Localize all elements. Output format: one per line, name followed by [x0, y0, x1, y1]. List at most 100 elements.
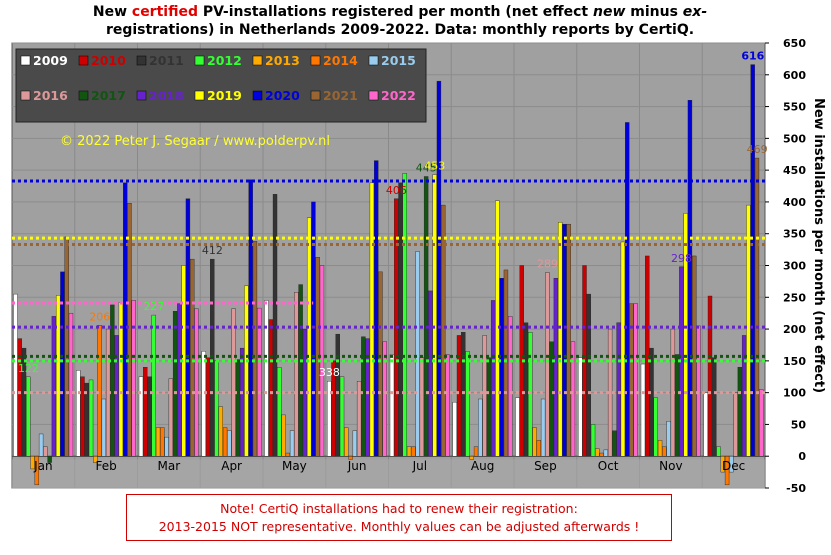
bar-2019-jul [432, 174, 437, 457]
bar-2017-dec [737, 367, 743, 457]
bar-2010-feb [80, 376, 85, 457]
bar-2013-aug [469, 456, 474, 460]
bar-2020-sep [562, 223, 567, 457]
bar-2011-dec [712, 357, 717, 457]
bar-2010-jan [17, 338, 22, 457]
x-tick-label-jan: Jan [33, 459, 53, 473]
bar-2014-jan [34, 456, 40, 486]
bar-2015-oct [603, 449, 609, 457]
y-tick-label: 250 [783, 291, 806, 304]
bar-2010-apr [205, 357, 211, 457]
bar-2010-aug [456, 335, 462, 457]
bar-2020-apr [248, 179, 253, 457]
bar-2019-may [306, 217, 312, 457]
bar-2018-jan [51, 316, 57, 457]
bar-2019-apr [244, 285, 249, 457]
bar-2013-may [281, 414, 286, 457]
bar-2015-nov [666, 421, 671, 457]
bar-2014-sep [536, 440, 542, 457]
bar-2022-jan [68, 312, 74, 457]
legend-swatch-2016 [20, 90, 31, 101]
data-label: 289 [537, 257, 558, 270]
bar-2012-apr [214, 360, 219, 457]
legend-swatch-2015 [368, 55, 379, 66]
y-tick-label: 50 [791, 418, 807, 431]
bar-2021-sep [566, 223, 571, 457]
bar-2011-feb [84, 382, 89, 457]
bar-2011-aug [461, 332, 466, 457]
bar-2020-jun [374, 160, 379, 457]
bar-2019-jun [369, 182, 375, 457]
bar-2022-mar [194, 308, 199, 457]
bar-2013-apr [218, 406, 223, 457]
bar-2011-nov [649, 347, 654, 457]
bar-2015-apr [227, 430, 232, 457]
bar-2014-may [285, 452, 291, 457]
y-tick-label: 400 [783, 196, 806, 209]
bar-2018-jun [365, 338, 370, 457]
bar-2016-jul [419, 357, 425, 457]
x-tick-label-apr: Apr [221, 459, 242, 473]
bar-2011-oct [586, 293, 591, 457]
bar-2015-jan [38, 433, 44, 457]
bar-2015-mar [164, 436, 169, 457]
bar-2018-aug [490, 300, 496, 457]
disclaimer-note: Note! CertiQ installations had to renew … [126, 494, 672, 541]
data-label: 122 [18, 362, 39, 375]
bar-2018-dec [741, 335, 747, 457]
bar-2018-sep [553, 278, 559, 457]
bar-2011-jul [398, 182, 403, 457]
bar-2019-jan [55, 295, 61, 457]
bar-2022-nov [696, 325, 701, 457]
bar-2016-jun [356, 381, 362, 457]
bar-2015-feb [101, 398, 107, 457]
legend-swatch-2022 [368, 90, 379, 101]
bar-2022-jun [382, 341, 387, 457]
x-tick-label-sep: Sep [534, 459, 557, 473]
y-tick-label: 150 [783, 355, 806, 368]
y-tick-label: 300 [783, 260, 806, 273]
x-tick-label-mar: Mar [158, 459, 181, 473]
y-tick-label: 100 [783, 387, 806, 400]
data-label: 298 [671, 252, 692, 265]
bar-2016-apr [231, 308, 236, 457]
bar-2017-nov [674, 354, 680, 457]
bar-2009-apr [201, 351, 206, 457]
data-label: 453 [424, 160, 445, 173]
y-tick-label: -50 [786, 482, 806, 495]
y-tick-label: 550 [783, 101, 806, 114]
bar-2010-dec [707, 295, 713, 457]
y-tick-label: 0 [798, 450, 806, 463]
bar-2022-aug [508, 316, 513, 457]
legend-label-2016: 2016 [33, 88, 68, 103]
bar-2013-jun [344, 427, 349, 457]
bar-2016-dec [733, 392, 738, 457]
month-label-strip [12, 459, 765, 488]
legend-swatch-2009 [20, 55, 31, 66]
bar-2014-nov [662, 446, 667, 457]
legend-swatch-2012 [194, 55, 205, 66]
bar-2015-may [289, 430, 295, 457]
legend-label-2012: 2012 [207, 53, 242, 68]
bar-2016-mar [168, 378, 174, 457]
bar-2012-dec [716, 446, 721, 457]
bar-2022-dec [759, 389, 764, 457]
bar-2019-nov [683, 213, 688, 457]
bar-2022-feb [131, 300, 136, 457]
note-line-2: 2013-2015 NOT representative. Monthly va… [158, 519, 640, 534]
legend-label-2015: 2015 [381, 53, 416, 68]
bar-2015-aug [478, 398, 483, 457]
bar-2016-may [294, 292, 299, 457]
bar-2013-oct [595, 448, 600, 457]
bar-2012-nov [653, 397, 658, 457]
bar-2020-feb [122, 182, 128, 457]
bar-2009-may [264, 300, 269, 457]
bar-2019-feb [118, 302, 124, 457]
legend-swatch-2017 [78, 90, 89, 101]
bar-2021-aug [503, 269, 509, 457]
bar-2013-jul [406, 446, 412, 457]
bar-2012-oct [590, 424, 596, 457]
bar-2020-oct [625, 122, 630, 457]
legend: 2009 2010 2011 2012 2013 2014 2015 2016 2017 2018… [15, 48, 427, 123]
bar-2014-dec [724, 456, 730, 486]
